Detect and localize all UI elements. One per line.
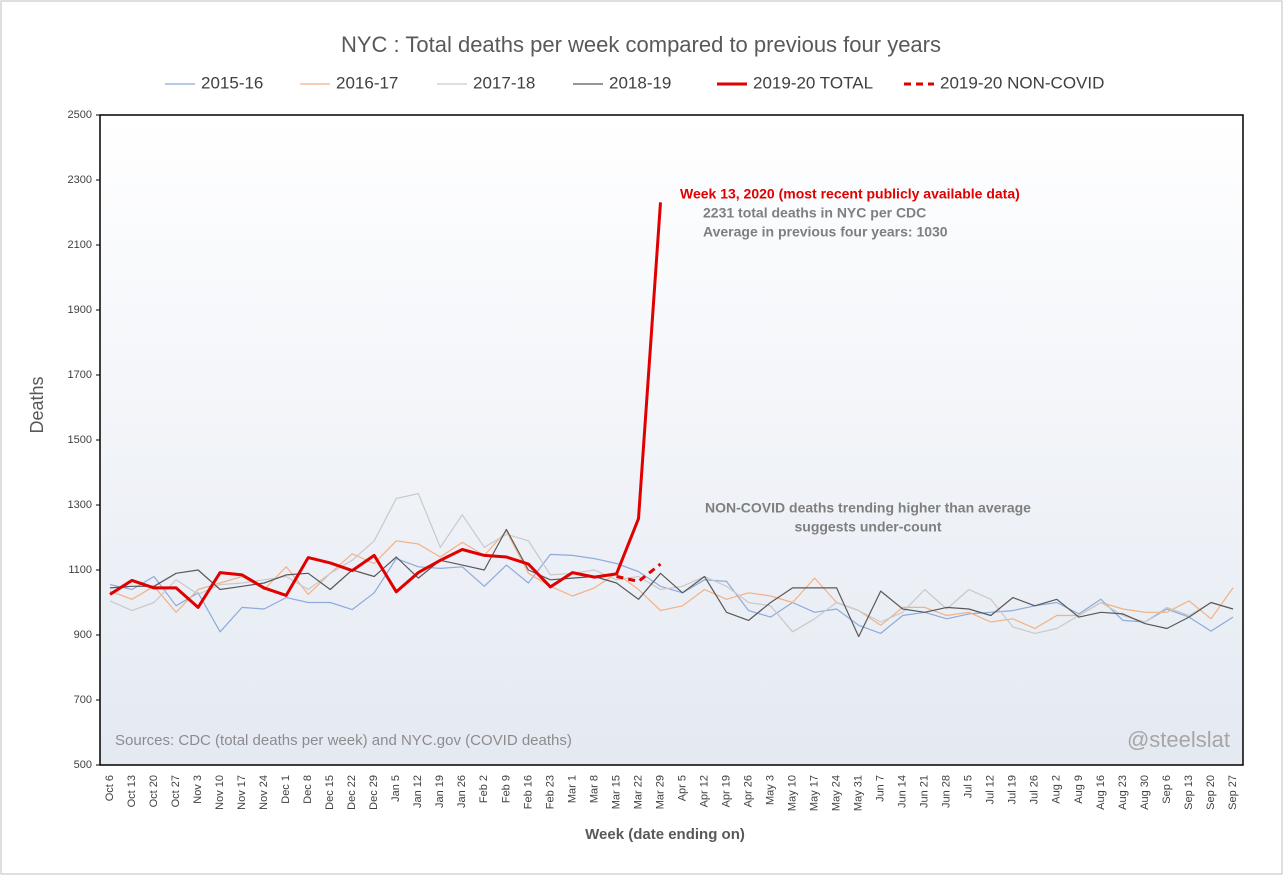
y-tick-label: 2500 — [68, 109, 92, 121]
annotation: 2231 total deaths in NYC per CDC — [703, 205, 926, 221]
x-tick-label: Oct 13 — [126, 775, 138, 807]
legend-label: 2019-20 TOTAL — [753, 73, 873, 92]
x-tick-label: Jul 5 — [963, 775, 975, 798]
x-tick-label: Nov 3 — [192, 775, 204, 804]
x-tick-label: Apr 19 — [720, 775, 732, 807]
y-tick-label: 500 — [74, 759, 92, 771]
x-tick-label: Mar 15 — [610, 775, 622, 809]
x-tick-label: Aug 2 — [1051, 775, 1063, 804]
x-tick-label: Feb 2 — [478, 775, 490, 803]
x-tick-label: Jan 26 — [456, 775, 468, 808]
x-tick-label: Nov 17 — [236, 775, 248, 810]
series-line — [109, 553, 1234, 634]
y-tick-label: 1500 — [68, 434, 92, 446]
y-tick-label: 2300 — [68, 174, 92, 186]
source-note: Sources: CDC (total deaths per week) and… — [115, 732, 572, 749]
x-tick-label: Dec 29 — [368, 775, 380, 810]
x-tick-label: Jun 21 — [919, 775, 931, 808]
x-tick-label: May 3 — [764, 775, 776, 805]
y-tick-label: 1700 — [68, 369, 92, 381]
x-tick-label: Sep 20 — [1205, 775, 1217, 810]
x-tick-label: Mar 8 — [588, 775, 600, 803]
x-tick-label: Sep 13 — [1183, 775, 1195, 810]
x-tick-label: Feb 23 — [544, 775, 556, 809]
y-tick-label: 1100 — [68, 564, 92, 576]
x-tick-label: Mar 29 — [654, 775, 666, 809]
x-tick-label: Jun 14 — [897, 775, 909, 808]
x-tick-label: Nov 24 — [258, 775, 270, 810]
series-line — [616, 562, 662, 583]
x-tick-label: Jul 19 — [1007, 775, 1019, 804]
legend-label: 2017-18 — [473, 73, 535, 92]
y-tick-label: 1900 — [68, 304, 92, 316]
x-tick-label: Oct 20 — [148, 775, 160, 807]
x-tick-label: Jun 28 — [941, 775, 953, 808]
y-tick-label: 2100 — [68, 239, 92, 251]
x-tick-label: Aug 30 — [1139, 775, 1151, 810]
x-tick-label: Mar 22 — [632, 775, 644, 809]
x-tick-label: Aug 16 — [1095, 775, 1107, 810]
x-tick-label: Mar 1 — [566, 775, 578, 803]
annotation: suggests under-count — [794, 519, 941, 535]
x-tick-label: May 10 — [787, 775, 799, 811]
annotation: Average in previous four years: 1030 — [703, 224, 948, 240]
x-tick-label: May 17 — [809, 775, 821, 811]
legend-label: 2019-20 NON-COVID — [940, 73, 1104, 92]
x-tick-label: Feb 16 — [522, 775, 534, 809]
series-line — [109, 202, 662, 609]
x-tick-label: Apr 5 — [676, 775, 688, 801]
x-tick-label: Jul 12 — [985, 775, 997, 804]
x-tick-label: Apr 26 — [742, 775, 754, 807]
x-axis-label: Week (date ending on) — [585, 826, 745, 843]
watermark: @steelslat — [1127, 727, 1230, 752]
x-tick-label: Aug 23 — [1117, 775, 1129, 810]
x-tick-label: Oct 27 — [170, 775, 182, 807]
legend-label: 2018-19 — [609, 73, 671, 92]
x-tick-label: Oct 6 — [104, 775, 116, 801]
x-tick-label: Sep 27 — [1227, 775, 1239, 810]
x-tick-label: Jan 5 — [390, 775, 402, 802]
x-tick-label: Jun 7 — [875, 775, 887, 802]
legend-label: 2016-17 — [336, 73, 398, 92]
x-tick-label: Nov 10 — [214, 775, 226, 810]
series-line — [109, 530, 1234, 630]
x-tick-label: Jul 26 — [1029, 775, 1041, 804]
x-tick-label: Dec 8 — [302, 775, 314, 804]
x-tick-label: Dec 15 — [324, 775, 336, 810]
x-tick-label: Sep 6 — [1161, 775, 1173, 804]
annotation: NON-COVID deaths trending higher than av… — [705, 500, 1031, 516]
chart-title: NYC : Total deaths per week compared to … — [341, 32, 941, 57]
y-tick-label: 700 — [74, 694, 92, 706]
x-tick-label: Jan 19 — [434, 775, 446, 808]
series-line — [109, 493, 1234, 634]
x-tick-label: Dec 22 — [346, 775, 358, 810]
y-axis-label: Deaths — [27, 376, 47, 433]
x-tick-label: Aug 9 — [1073, 775, 1085, 804]
x-tick-label: May 31 — [853, 775, 865, 811]
x-tick-label: Dec 1 — [280, 775, 292, 804]
x-tick-label: Apr 12 — [698, 775, 710, 807]
legend-label: 2015-16 — [201, 73, 263, 92]
x-tick-label: May 24 — [831, 775, 843, 811]
x-tick-label: Feb 9 — [500, 775, 512, 803]
x-tick-label: Jan 12 — [412, 775, 424, 808]
annotation: Week 13, 2020 (most recent publicly avai… — [680, 186, 1020, 202]
y-tick-label: 1300 — [68, 499, 92, 511]
y-tick-label: 900 — [74, 629, 92, 641]
plot-area — [99, 114, 1244, 766]
